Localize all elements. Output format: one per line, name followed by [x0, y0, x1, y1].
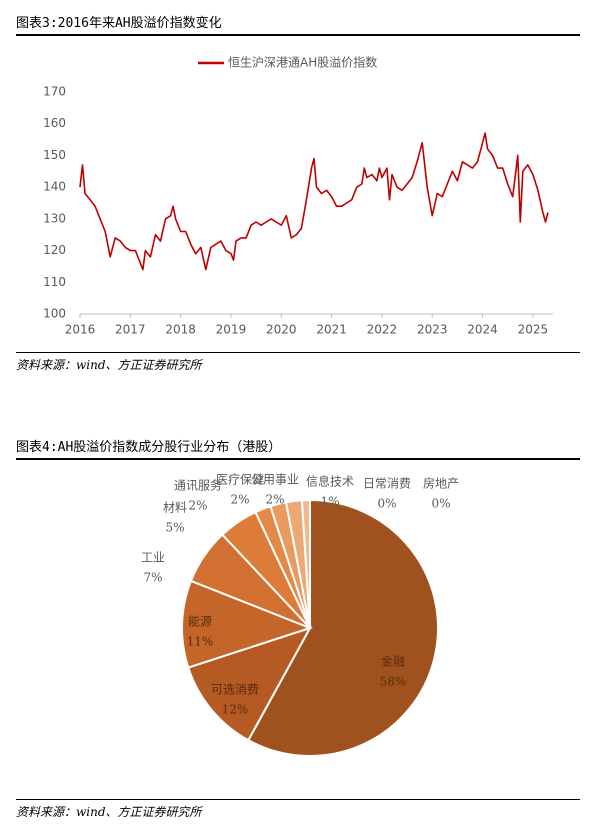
slice-value-label: 7%: [143, 571, 162, 585]
slice-value-label: 5%: [165, 521, 184, 535]
x-tick-label: 2025: [518, 323, 549, 337]
y-tick-label: 100: [43, 307, 66, 321]
slice-value-label: 11%: [187, 635, 214, 649]
y-tick-label: 130: [43, 211, 66, 225]
slice-label: 房地产: [423, 476, 459, 491]
figure-title: 图表3:2016年来AH股溢价指数变化: [16, 12, 580, 36]
slice-label: 工业: [141, 551, 165, 565]
source-note: 资料来源：wind、方正证券研究所: [16, 799, 580, 820]
x-tick-label: 2018: [165, 323, 196, 337]
slice-value-label: 0%: [377, 497, 396, 511]
x-tick-label: 2020: [266, 323, 297, 337]
slice-label: 可选消费: [211, 683, 259, 697]
pie-chart: 金融58%可选消费12%能源11%工业7%材料5%通讯服务2%医疗保健2%公用事…: [141, 473, 459, 757]
pie-slice: [187, 626, 313, 742]
slice-label: 金融: [381, 654, 405, 669]
slice-label: 信息技术: [306, 474, 354, 489]
slice-label: 公用事业: [251, 473, 299, 487]
line-chart: 100 110 120 130 140 150 160 170 2016 2017 2018 2019…: [43, 55, 553, 337]
slice-value-label: 2%: [188, 499, 207, 513]
x-tick-label: 2023: [417, 323, 448, 337]
x-tick-label: 2021: [316, 323, 347, 337]
slice-label: 通讯服务: [174, 478, 222, 493]
series-line: [79, 132, 549, 271]
slice-label: 能源: [188, 615, 212, 629]
slice-label: 日常消费: [363, 477, 411, 491]
x-tick-label: 2019: [216, 323, 247, 337]
x-tick-label: 2017: [115, 323, 146, 337]
x-tick-label: 2022: [367, 323, 398, 337]
x-tick-label: 2024: [467, 323, 498, 337]
y-tick-label: 160: [43, 116, 66, 130]
slice-value-label: 1%: [320, 495, 339, 509]
slice-value-label: 12%: [222, 703, 249, 717]
slice-value-label: 2%: [230, 493, 249, 507]
y-tick-label: 140: [43, 180, 66, 194]
slice-value-label: 2%: [265, 493, 284, 507]
y-tick-label: 110: [43, 275, 66, 289]
figure-title: 图表4:AH股溢价指数成分股行业分布（港股）: [16, 436, 580, 460]
x-tick-label: 2016: [65, 323, 96, 337]
slice-label: 医疗保健: [216, 473, 264, 487]
slice-label: 材料: [163, 501, 187, 515]
source-note: 资料来源：wind、方正证券研究所: [16, 352, 580, 373]
y-tick-label: 150: [43, 148, 66, 162]
legend-label: 恒生沪深港通AH股溢价指数: [228, 55, 377, 70]
y-tick-label: 120: [43, 243, 66, 257]
pie-slice: [181, 579, 313, 669]
slice-value-label: 58%: [380, 675, 407, 689]
y-tick-label: 170: [43, 85, 66, 99]
pie-slice: [246, 498, 439, 757]
slice-value-label: 0%: [431, 497, 450, 511]
